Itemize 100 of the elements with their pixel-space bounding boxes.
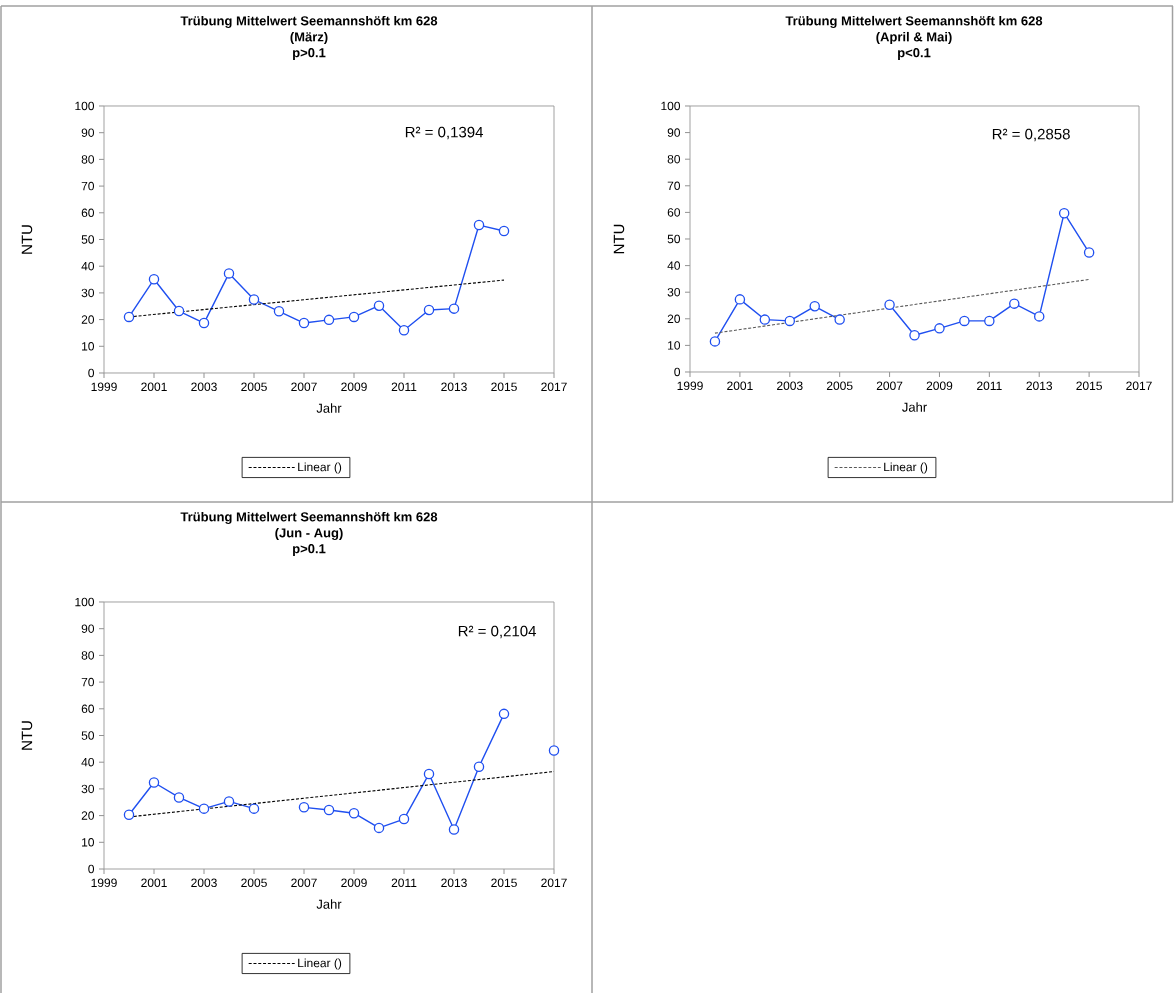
point — [448, 303, 460, 314]
y-tick-label: 20 — [667, 314, 681, 324]
point — [348, 807, 360, 819]
x-tick-label: 2015 — [1076, 381, 1102, 391]
point — [959, 315, 970, 327]
x-tick-label: 2013 — [1026, 381, 1053, 391]
chart-subtitle: (April & Mai) — [876, 31, 952, 45]
y-tick-label: 70 — [81, 181, 95, 191]
x-tick-label: 2007 — [291, 382, 317, 392]
legend-label: Linear () — [298, 958, 342, 970]
point — [834, 314, 845, 325]
point — [984, 315, 995, 327]
point — [498, 225, 510, 237]
x-tick-label: 2011 — [391, 878, 417, 888]
x-tick-label: 2001 — [141, 382, 167, 392]
point — [734, 294, 746, 305]
y-tick-label: 0 — [88, 368, 95, 378]
x-tick-label: 2015 — [491, 382, 517, 392]
point — [223, 268, 235, 279]
legend-label: Linear () — [298, 462, 342, 474]
point — [423, 304, 435, 316]
x-tick-label: 2009 — [341, 382, 367, 392]
point — [709, 336, 721, 347]
y-tick-label: 90 — [81, 128, 95, 137]
point — [784, 315, 796, 327]
x-tick-label: 2011 — [977, 381, 1002, 391]
x-tick-label: 2007 — [876, 381, 903, 391]
x-tick-label: 2009 — [926, 381, 953, 391]
x-tick-label: 2017 — [541, 382, 567, 392]
x-tick-label: 2011 — [391, 382, 417, 392]
x-tick-label: 2017 — [541, 878, 567, 888]
chart-title: Trübung Mittelwert Seemannshöft km 628 — [180, 511, 438, 525]
point — [123, 311, 135, 323]
annotation: R² = 0,1394 — [405, 126, 484, 140]
x-tick-label: 2003 — [777, 381, 803, 391]
point — [298, 802, 310, 813]
point — [1083, 247, 1095, 258]
y-axis-title: NTU — [21, 721, 33, 750]
point — [473, 219, 485, 231]
point — [173, 792, 185, 803]
point — [473, 761, 485, 772]
y-tick-label: 0 — [674, 367, 681, 377]
y-tick-label: 60 — [81, 704, 95, 714]
x-tick-label: 2005 — [241, 382, 267, 392]
point — [884, 299, 895, 310]
y-tick-label: 80 — [81, 155, 95, 164]
point — [909, 330, 920, 341]
y-tick-label: 60 — [667, 208, 681, 217]
y-axis-title: NTU — [21, 225, 33, 254]
point — [423, 768, 435, 780]
point — [148, 777, 160, 788]
point — [809, 301, 820, 312]
point — [198, 803, 210, 814]
y-tick-label: 50 — [667, 234, 681, 244]
x-tick-label: 1999 — [677, 381, 703, 391]
chart-title: Trübung Mittelwert Seemannshöft km 628 — [785, 15, 1043, 29]
y-tick-label: 40 — [81, 757, 95, 767]
point — [298, 317, 310, 329]
point — [1009, 298, 1020, 309]
chart-subtitle: (Jun - Aug) — [275, 527, 343, 541]
x-tick-label: 2003 — [191, 382, 217, 392]
y-tick-label: 80 — [81, 651, 95, 660]
y-tick-label: 100 — [661, 101, 681, 111]
point — [398, 813, 410, 825]
point — [148, 274, 160, 285]
y-tick-label: 60 — [81, 208, 95, 218]
x-tick-label: 2013 — [441, 878, 467, 888]
point — [173, 305, 185, 317]
y-tick-label: 10 — [82, 838, 95, 847]
x-tick-label: 2015 — [491, 878, 517, 888]
point — [498, 708, 510, 720]
y-tick-label: 80 — [667, 154, 681, 164]
point — [223, 796, 235, 807]
point — [1058, 207, 1070, 219]
legend-label: Linear () — [884, 462, 928, 474]
y-tick-label: 10 — [668, 341, 681, 350]
x-tick-label: 2001 — [727, 381, 753, 391]
point — [398, 325, 410, 336]
point — [373, 300, 385, 311]
point — [348, 311, 360, 323]
annotation: R² = 0,2858 — [992, 128, 1070, 142]
y-tick-label: 100 — [75, 101, 95, 111]
point — [448, 824, 460, 835]
point — [548, 745, 560, 756]
y-tick-label: 70 — [81, 677, 95, 687]
y-tick-label: 90 — [667, 128, 681, 137]
x-tick-label: 1999 — [91, 878, 117, 888]
y-tick-label: 30 — [81, 784, 95, 794]
annotation: R² = 0,2104 — [458, 625, 537, 639]
y-tick-label: 100 — [75, 597, 95, 607]
point — [123, 809, 135, 821]
y-tick-label: 50 — [81, 731, 95, 740]
x-tick-label: 2005 — [241, 878, 267, 888]
point — [323, 314, 335, 326]
point — [934, 323, 945, 334]
point — [248, 803, 260, 814]
text: p>0.1 — [293, 48, 326, 60]
x-axis-title: Jahr — [316, 403, 342, 413]
y-tick-label: 90 — [81, 624, 95, 633]
y-tick-label: 40 — [667, 261, 681, 270]
